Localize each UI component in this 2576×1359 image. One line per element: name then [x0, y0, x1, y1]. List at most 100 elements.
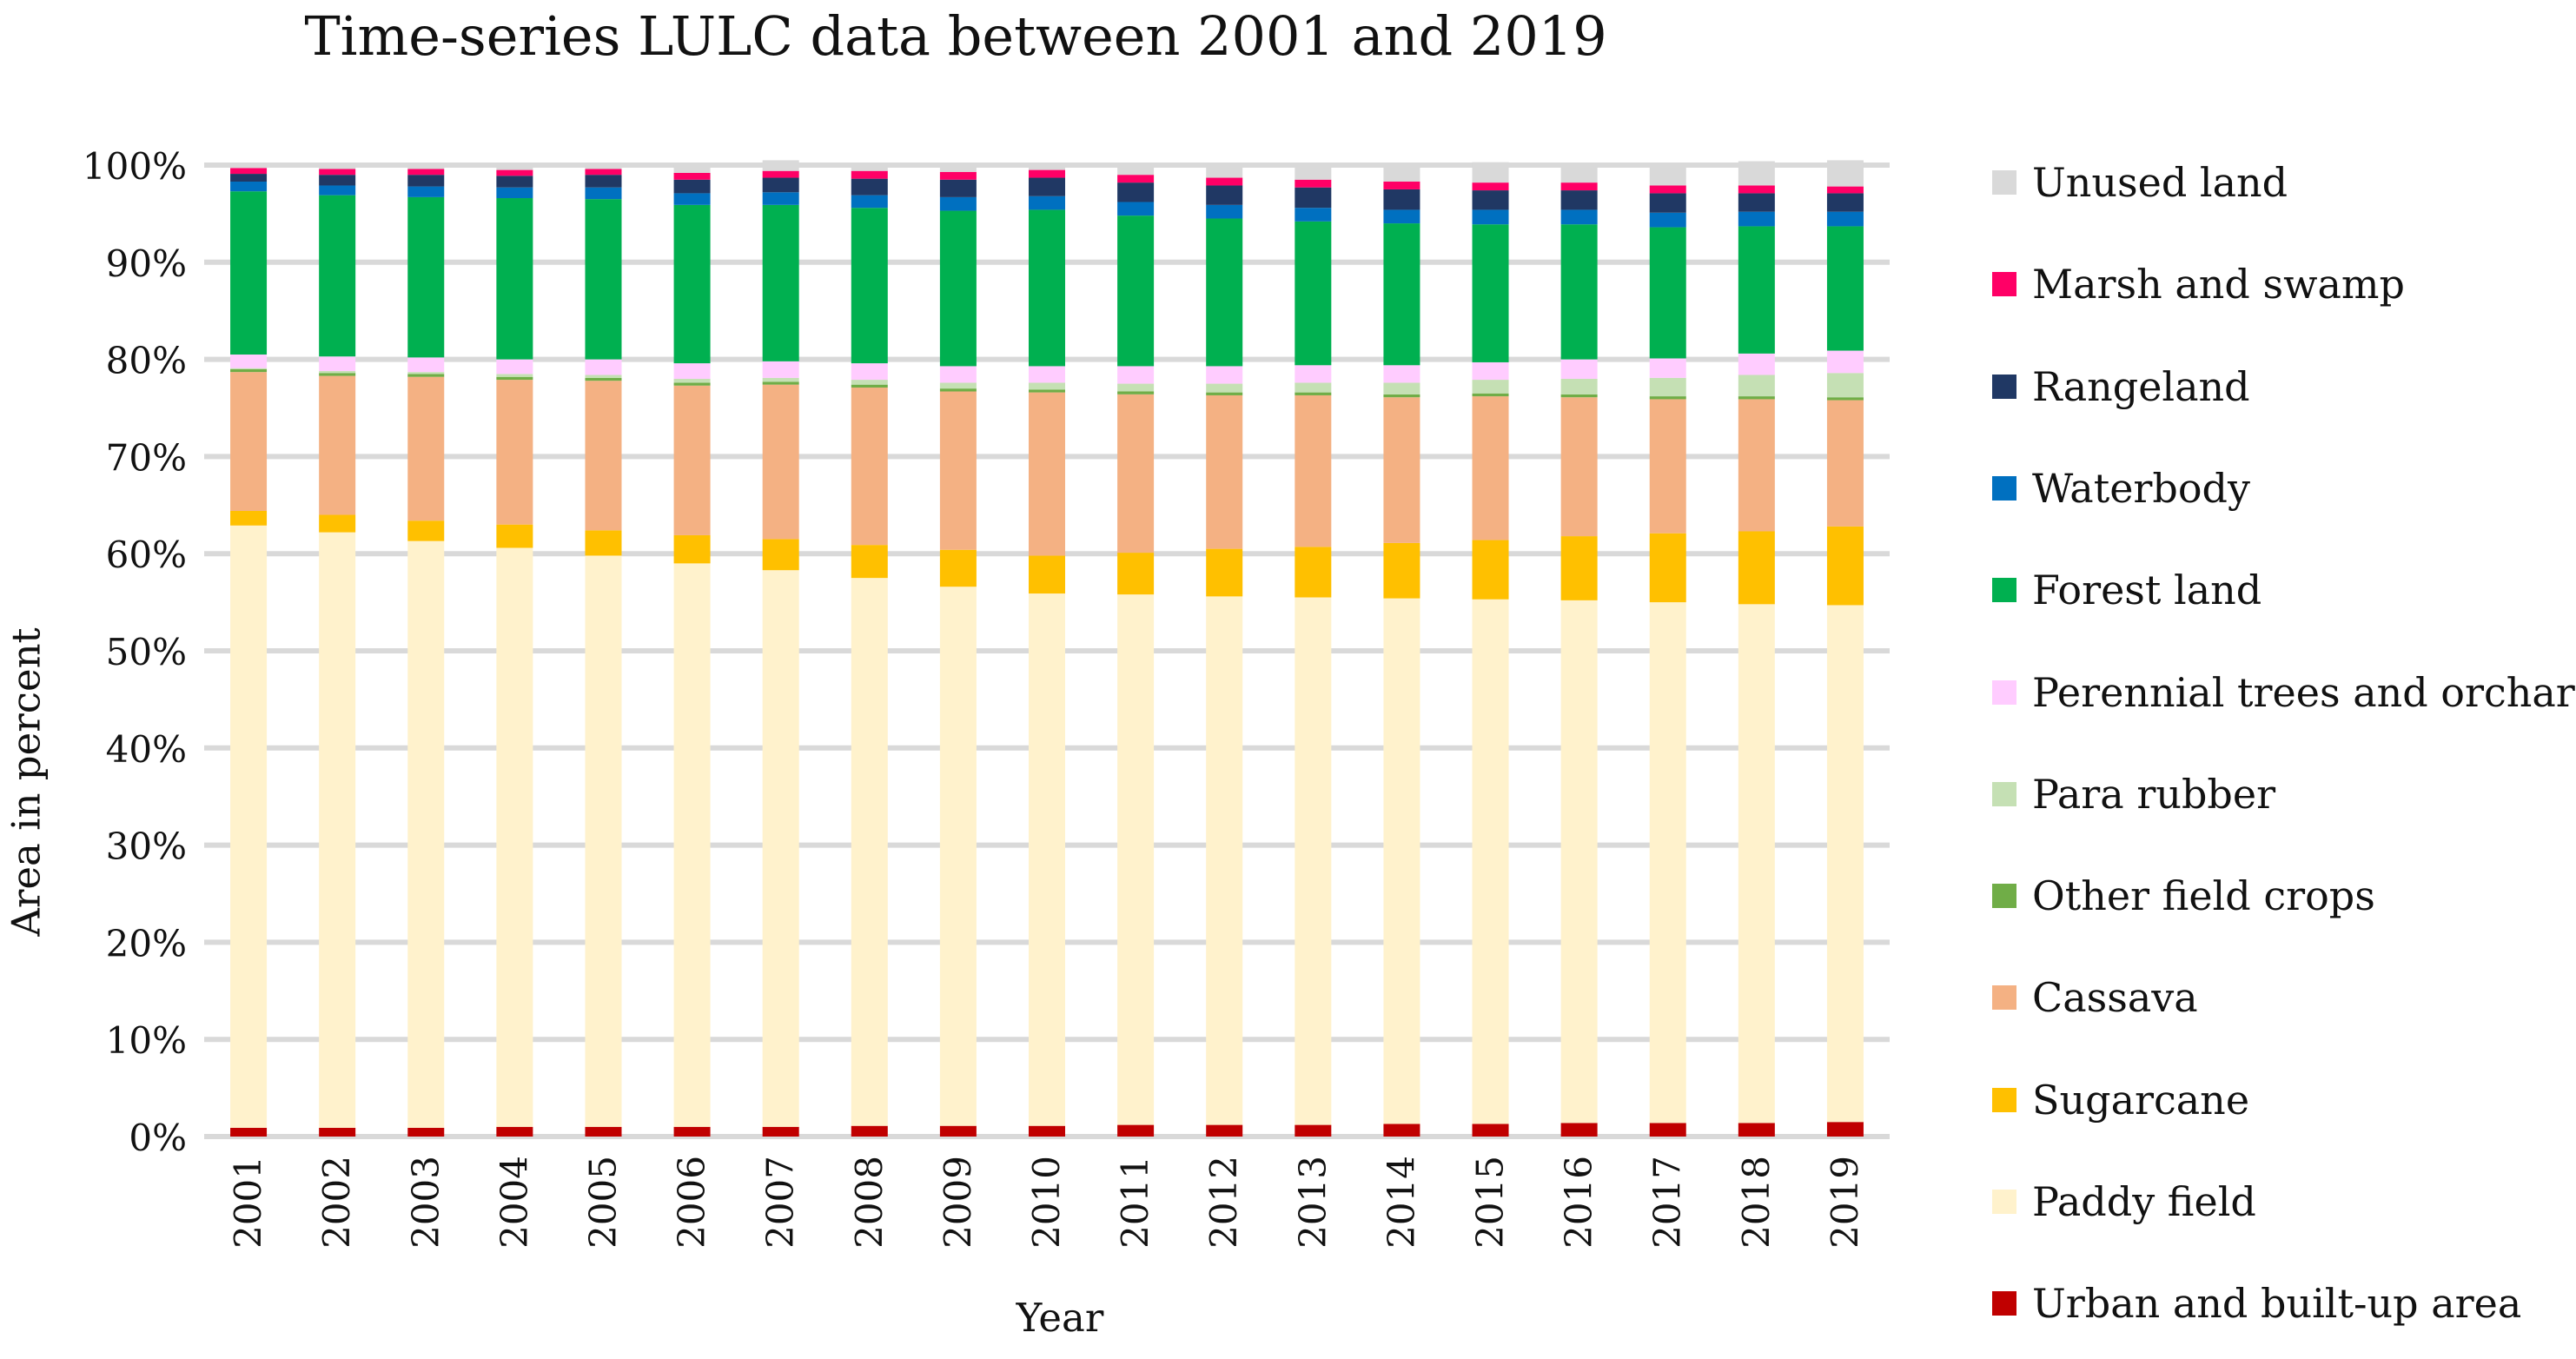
bar-segment: [673, 385, 711, 535]
legend-label: Urban and built-up area: [2032, 1280, 2522, 1328]
bar-segment: [1117, 553, 1155, 595]
bar-segment: [585, 359, 622, 375]
bar-segment: [1029, 177, 1065, 196]
bar-segment: [939, 549, 977, 587]
bar-segment: [1383, 209, 1420, 224]
bar-segment: [230, 355, 268, 368]
legend-label: Rangeland: [2032, 362, 2250, 410]
bar-segment: [1206, 392, 1243, 395]
bar-segment: [673, 165, 711, 173]
bar-segment: [1029, 1125, 1065, 1137]
bar-segment: [762, 204, 799, 361]
bar-segment: [1472, 162, 1509, 183]
bar-segment: [407, 372, 445, 375]
bar-segment: [1029, 196, 1065, 210]
bar-segment: [1472, 182, 1509, 191]
bar-segment: [1295, 597, 1332, 1125]
bar-segment: [1738, 161, 1775, 186]
bar-segment: [939, 388, 977, 392]
bar-segment: [1826, 186, 1864, 194]
bar-segment: [1206, 204, 1243, 219]
legend-label: Waterbody: [2032, 464, 2250, 512]
bar-segment: [1738, 353, 1775, 375]
bar-segment: [1560, 1123, 1598, 1137]
bar-segment: [939, 382, 977, 389]
bar-segment: [1117, 594, 1155, 1125]
bar-segment: [1649, 1123, 1686, 1137]
legend-item: Forest land: [1992, 564, 2261, 616]
bar-segment: [1295, 221, 1332, 366]
bar-segment: [496, 547, 533, 1127]
bar-segment: [851, 363, 888, 381]
bar-segment: [319, 195, 356, 357]
bar-segment: [1560, 600, 1598, 1124]
bar-segment: [1826, 350, 1864, 374]
bar-segment: [1295, 179, 1332, 188]
bar-segment: [1383, 189, 1420, 210]
bar-segment: [851, 578, 888, 1126]
bar-segment: [673, 378, 711, 383]
bar-segment: [1117, 366, 1155, 384]
bar-segment: [1029, 165, 1065, 170]
bar-segment: [762, 384, 799, 540]
bar-segment: [319, 185, 356, 196]
bar-segment: [1383, 382, 1420, 394]
bar-segment: [1383, 394, 1420, 398]
bar-segment: [1649, 185, 1686, 194]
bar-segment: [1472, 540, 1509, 600]
bar-segment: [939, 196, 977, 211]
bar-segment: [939, 210, 977, 367]
bar-segment: [407, 520, 445, 541]
bar-segment: [230, 174, 268, 182]
bar-segment: [1295, 547, 1332, 598]
bar-segment: [496, 374, 533, 377]
bar-segment: [939, 391, 977, 550]
bar-segment: [319, 165, 356, 169]
bar-segment: [1029, 382, 1065, 390]
bar-segment: [1560, 182, 1598, 191]
bar-segment: [496, 165, 533, 170]
bar-segment: [1560, 165, 1598, 183]
x-tick-label: 2005: [581, 1156, 624, 1249]
bar-segment: [319, 356, 356, 372]
bar-segment: [585, 530, 622, 556]
bar-segment: [1560, 394, 1598, 398]
bar-segment: [1472, 190, 1509, 210]
legend-swatch: [1992, 680, 2016, 705]
bar-segment: [496, 524, 533, 548]
bar-segment: [851, 384, 888, 388]
legend-swatch: [1992, 884, 2016, 909]
x-tick-label: 2001: [227, 1156, 269, 1249]
bar-segment: [1206, 177, 1243, 186]
legend-item: Paddy field: [1992, 1176, 2256, 1228]
legend-item: Unused land: [1992, 156, 2288, 209]
y-tick-label: 80%: [106, 340, 187, 382]
bar-segment: [939, 1125, 977, 1137]
x-tick-label: 2016: [1558, 1156, 1600, 1249]
bar-segment: [1295, 1124, 1332, 1137]
legend-item: Waterbody: [1992, 462, 2250, 514]
bar-segment: [1383, 598, 1420, 1124]
bar-segment: [230, 372, 268, 512]
bar-segment: [496, 376, 533, 381]
bar-segment: [1383, 397, 1420, 543]
bar-segment: [1472, 361, 1509, 381]
bar-segment: [585, 199, 622, 360]
bar-segment: [496, 187, 533, 199]
bar-segment: [1117, 391, 1155, 394]
bar-segment: [585, 175, 622, 188]
legend-label: Perennial trees and orchard: [2032, 668, 2576, 716]
bar-segment: [762, 177, 799, 193]
x-tick-label: 2017: [1646, 1156, 1689, 1249]
bar-segment: [1029, 169, 1065, 178]
y-tick-label: 40%: [106, 728, 187, 771]
bar-segment: [230, 525, 268, 1128]
bar-segment: [762, 570, 799, 1127]
bar-segment: [1295, 365, 1332, 383]
bar-segment: [1295, 394, 1332, 547]
bar-segment: [585, 1126, 622, 1137]
x-tick-label: 2004: [493, 1156, 535, 1249]
bar-segment: [1560, 359, 1598, 379]
bar-segment: [851, 1125, 888, 1137]
bar-segment: [585, 169, 622, 176]
